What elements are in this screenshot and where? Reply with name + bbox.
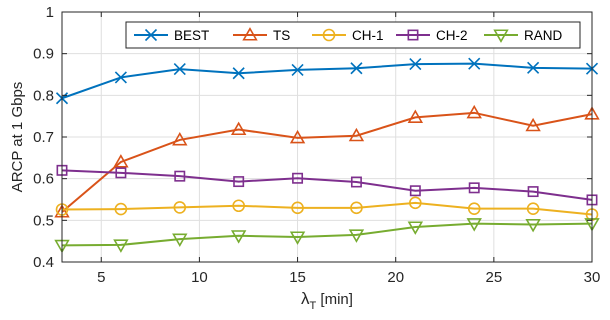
x-tick-label: 30 [584, 269, 601, 286]
data-point-best [468, 57, 481, 70]
legend-marker [242, 27, 258, 41]
data-point-best [350, 62, 363, 75]
data-point-ch-2 [233, 176, 245, 188]
series-rand [54, 218, 600, 254]
data-point-rand [289, 231, 306, 245]
legend-item-ch-2: CH-2 [396, 28, 468, 43]
data-point-rand [230, 230, 247, 244]
x-tick-label: 5 [97, 269, 105, 286]
data-point-rand [525, 218, 541, 233]
data-point-rand [348, 229, 365, 243]
data-point-ts [466, 104, 482, 119]
data-point-ch-2 [527, 186, 539, 198]
legend-item-ch-1: CH-1 [312, 28, 384, 43]
legend-label: CH-1 [352, 28, 384, 43]
data-point-rand [407, 221, 424, 235]
data-point-ch-2 [350, 176, 362, 188]
data-point-best [232, 67, 245, 80]
data-point-best [291, 63, 304, 76]
grid [62, 12, 592, 262]
marker-stroke [350, 62, 363, 75]
data-point-ts [113, 154, 129, 168]
marker-stroke [468, 57, 481, 70]
data-point-rand [113, 239, 129, 253]
data-point-ch-1 [409, 196, 422, 210]
marker-stroke [291, 63, 304, 76]
series-best [55, 57, 599, 105]
series-line-best [61, 62, 593, 100]
series-layer [54, 57, 600, 254]
y-tick-label: 0.8 [33, 87, 54, 104]
data-point-ts [348, 127, 365, 142]
y-tick-label: 0.9 [33, 46, 54, 63]
data-point-ch-2 [468, 182, 480, 194]
marker-stroke [173, 63, 186, 76]
data-point-ch-2 [174, 170, 186, 182]
y-tick-label: 1 [46, 4, 54, 21]
data-point-rand [466, 218, 482, 232]
x-axis-label-symbol: λ [301, 289, 310, 308]
legend-marker [407, 29, 419, 41]
data-point-ch-1 [114, 202, 128, 216]
x-tick-label: 25 [486, 269, 503, 286]
data-point-ch-1 [291, 201, 304, 215]
data-point-ts [525, 117, 541, 132]
legend-label: CH-2 [436, 28, 468, 43]
y-axis-label: ARCP at 1 Gbps [9, 82, 26, 193]
data-point-ch-1 [350, 201, 363, 215]
legend-marker [322, 28, 336, 42]
legend-label: TS [273, 28, 290, 43]
legend-marker [493, 29, 509, 43]
marker-stroke [232, 67, 245, 80]
x-axis-label-subscript: T [310, 300, 317, 312]
marker-stroke [409, 58, 422, 71]
data-point-ch-1 [526, 202, 540, 215]
data-point-ch-2 [409, 185, 421, 197]
series-line-ch-1 [61, 201, 593, 216]
x-tick-label: 20 [387, 269, 404, 286]
y-tick-label: 0.6 [33, 171, 54, 188]
series-ts [54, 104, 600, 218]
marker-stroke [144, 28, 158, 42]
x-tick-label: 10 [191, 269, 208, 286]
series-line-rand [61, 222, 593, 247]
x-axis-label-unit: [min] [316, 291, 353, 308]
data-point-ch-1 [173, 201, 187, 214]
y-tick-label: 0.7 [33, 129, 54, 146]
data-point-best [527, 61, 540, 74]
data-point-best [409, 58, 422, 71]
data-point-rand [172, 233, 188, 248]
y-tick-label: 0.5 [33, 212, 54, 229]
legend-marker [144, 28, 158, 42]
axes: 5 10 15 20 25 30 0.4 0.5 0.6 0.7 0.8 0.9 1 [33, 4, 600, 286]
data-point-ch-1 [232, 199, 245, 213]
data-point-ch-1 [467, 202, 481, 215]
data-point-ts [407, 109, 424, 123]
legend-label: RAND [524, 28, 563, 43]
legend-item-ts: TS [233, 27, 290, 43]
y-tick-label: 0.4 [33, 254, 54, 271]
legend-label: BEST [174, 28, 209, 43]
x-tick-label: 15 [289, 269, 306, 286]
marker-stroke [114, 71, 127, 84]
legend-item-best: BEST [134, 28, 209, 43]
series-line-ch-2 [61, 169, 593, 201]
series-ch-1 [55, 196, 599, 221]
data-point-ts [230, 121, 247, 136]
data-point-ts [289, 129, 306, 144]
series-line-ts [61, 111, 593, 213]
data-point-best [114, 71, 127, 84]
legend-item-rand: RAND [484, 28, 563, 43]
marker-stroke [527, 61, 540, 74]
x-axis-label: λT [min] [301, 289, 353, 312]
data-point-best [173, 63, 186, 76]
data-point-ch-2 [115, 167, 127, 179]
legend: BEST TS CH-1 CH-2 RAND [125, 21, 581, 49]
data-point-ch-2 [292, 172, 304, 184]
legend-box [125, 21, 581, 49]
data-point-ts [172, 131, 188, 146]
series-ch-2 [56, 164, 598, 206]
